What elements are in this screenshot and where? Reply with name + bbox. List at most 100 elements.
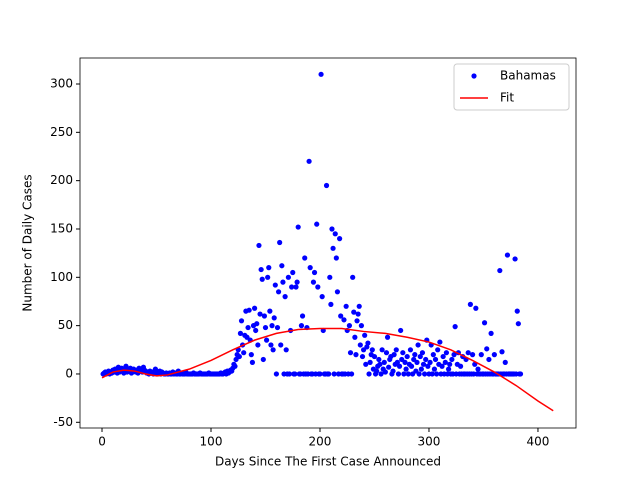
data-point: [266, 265, 272, 271]
data-point: [279, 263, 285, 269]
data-point: [418, 366, 424, 372]
data-point: [280, 279, 286, 285]
data-point: [251, 305, 258, 311]
data-point: [400, 350, 406, 356]
data-point: [430, 352, 436, 358]
data-point: [358, 323, 365, 329]
data-point: [415, 342, 421, 348]
data-point: [254, 321, 260, 327]
x-tick-label: 0: [98, 435, 106, 449]
data-point: [267, 308, 273, 314]
data-point: [408, 363, 415, 369]
data-point: [238, 318, 245, 324]
data-point: [405, 371, 411, 377]
data-point: [347, 350, 354, 356]
data-point: [451, 352, 457, 358]
data-point: [329, 226, 335, 232]
data-point: [256, 242, 262, 249]
data-point: [377, 361, 383, 367]
data-point: [432, 356, 439, 363]
data-point: [348, 371, 355, 377]
data-point: [298, 323, 305, 329]
data-point: [486, 356, 492, 363]
data-point: [422, 371, 428, 377]
data-point: [262, 324, 269, 331]
data-point: [323, 182, 330, 189]
data-point: [268, 342, 274, 348]
data-point: [269, 323, 275, 329]
data-point: [412, 352, 418, 358]
plot-frame: [79, 57, 577, 429]
data-point: [270, 347, 276, 353]
x-tick-label: 200: [309, 435, 332, 449]
data-point: [381, 359, 387, 365]
data-point: [237, 330, 244, 336]
data-point: [366, 371, 372, 377]
data-point: [488, 330, 494, 336]
data-point: [423, 356, 429, 363]
data-point: [363, 361, 369, 367]
data-point: [307, 265, 313, 271]
data-point: [395, 371, 402, 377]
data-point: [341, 317, 347, 323]
data-point: [353, 352, 359, 358]
data-point: [241, 350, 247, 356]
y-tick-label: 100: [50, 270, 73, 284]
data-point: [449, 356, 455, 363]
data-point: [382, 369, 388, 375]
data-point: [260, 356, 266, 363]
data-point: [273, 371, 279, 377]
data-point: [365, 340, 371, 346]
data-point: [437, 339, 443, 345]
data-point: [517, 371, 524, 377]
data-point: [439, 363, 445, 369]
data-point: [328, 301, 334, 307]
data-point: [515, 321, 521, 327]
y-tick-label: -50: [53, 415, 73, 429]
data-point: [402, 359, 408, 365]
data-point: [374, 368, 380, 374]
data-point: [302, 255, 308, 261]
data-point: [414, 359, 420, 365]
y-tick-label: 0: [65, 366, 73, 380]
data-point: [481, 320, 488, 326]
data-point: [319, 294, 325, 300]
data-point: [465, 350, 471, 356]
data-point: [311, 269, 318, 276]
data-point: [330, 245, 336, 251]
data-point: [292, 371, 298, 377]
y-tick-label: 300: [50, 77, 73, 91]
data-point: [469, 352, 476, 358]
data-point: [417, 353, 423, 360]
data-point: [299, 313, 306, 319]
data-point: [232, 363, 238, 369]
data-point: [282, 294, 288, 300]
data-point: [514, 308, 520, 314]
data-point: [504, 252, 511, 258]
fit-line: [101, 327, 554, 412]
data-point: [401, 371, 407, 377]
y-tick-label: 250: [50, 125, 73, 139]
data-point: [407, 347, 414, 353]
data-point: [512, 256, 518, 262]
data-point: [261, 313, 268, 319]
data-point: [352, 334, 358, 340]
data-point: [248, 352, 254, 358]
data-point: [274, 324, 281, 331]
data-point: [338, 313, 344, 319]
data-point: [351, 309, 357, 315]
data-point: [310, 279, 317, 285]
data-point: [484, 346, 490, 352]
data-point: [386, 364, 392, 370]
data-point: [478, 352, 484, 358]
data-point: [390, 368, 396, 374]
data-point: [289, 284, 295, 290]
data-point: [398, 327, 404, 334]
data-point: [315, 284, 321, 290]
data-point: [357, 342, 363, 348]
data-point: [384, 334, 391, 340]
y-tick-label: 200: [50, 173, 73, 187]
data-point: [350, 274, 356, 280]
data-point: [356, 303, 362, 309]
